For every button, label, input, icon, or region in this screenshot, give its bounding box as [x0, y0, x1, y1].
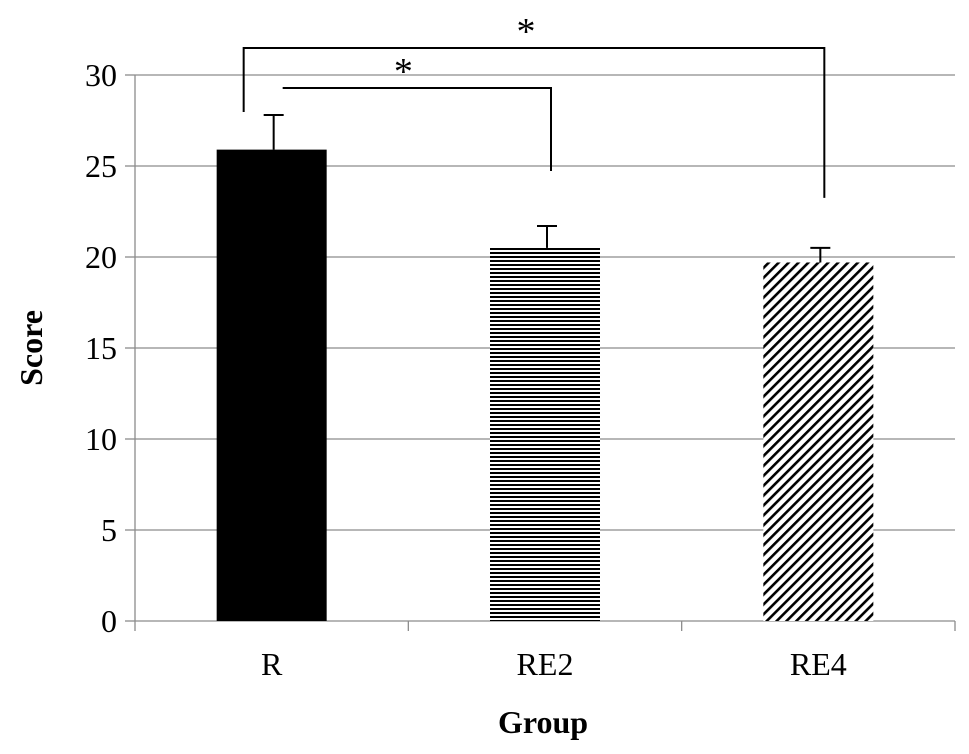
- x-tick-label: RE4: [790, 646, 847, 682]
- labels: 0 5 10 15 20 25 30 R RE2 RE4: [85, 57, 847, 682]
- bars: [216, 149, 874, 621]
- error-bars: [263, 114, 831, 263]
- x-axis-title: Group: [498, 704, 588, 740]
- bar-r: [216, 149, 327, 621]
- y-tick-label: 0: [101, 603, 117, 639]
- y-tick-label: 10: [85, 421, 117, 457]
- y-tick-label: 5: [101, 512, 117, 548]
- bar-re4: [763, 262, 874, 621]
- y-tick-label: 30: [85, 57, 117, 93]
- x-tick-label: R: [261, 646, 283, 682]
- significance-label: *: [394, 51, 413, 93]
- bar-re2: [490, 247, 600, 621]
- y-tick-label: 25: [85, 148, 117, 184]
- y-tick-label: 20: [85, 239, 117, 275]
- y-axis-title: Score: [13, 310, 49, 386]
- significance-label: *: [517, 11, 536, 53]
- significance-brackets: **: [242, 11, 826, 198]
- y-tick-label: 15: [85, 330, 117, 366]
- significance-bracket: [282, 87, 552, 172]
- significance-bracket: [242, 47, 826, 198]
- x-tick-label: RE2: [517, 646, 574, 682]
